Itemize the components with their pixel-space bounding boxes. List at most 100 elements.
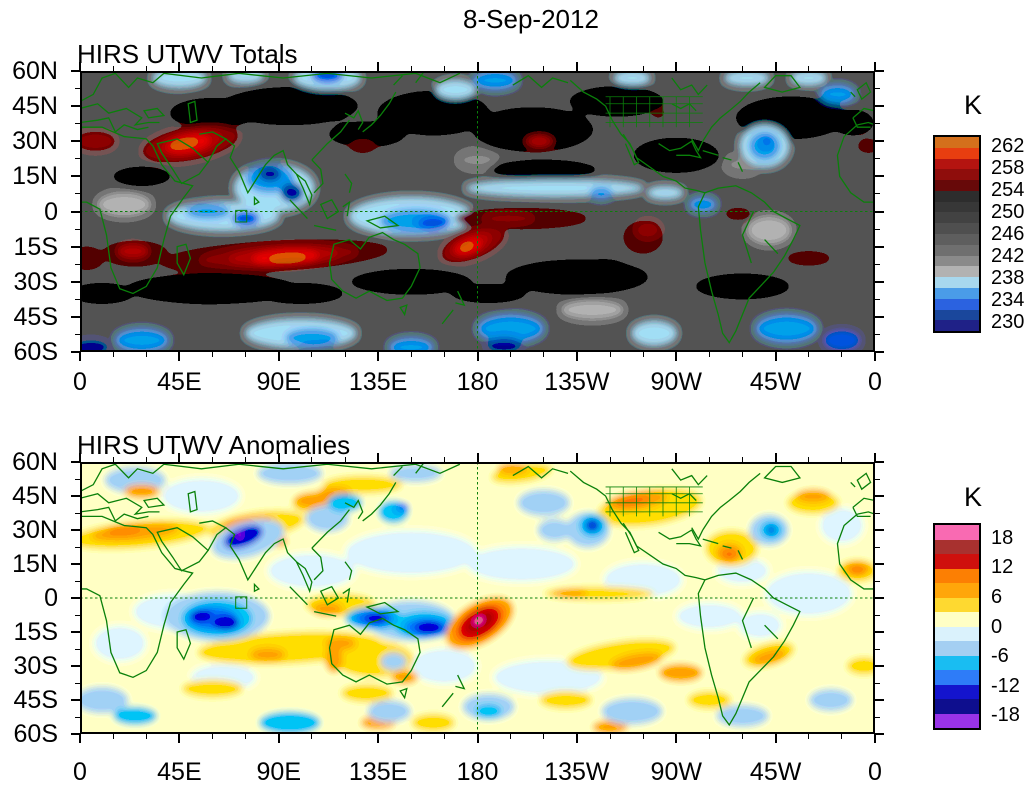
lat-tick-left <box>75 333 80 335</box>
colorbar-tick-label: 12 <box>991 556 1014 579</box>
lat-tick-left <box>71 733 80 735</box>
lon-tick-bottom <box>112 734 114 739</box>
lat-tick-right <box>875 210 884 213</box>
lat-tick-right <box>875 546 880 548</box>
lon-tick-top <box>377 453 380 462</box>
lat-tick-left <box>71 351 80 353</box>
lon-tick-top <box>774 62 777 71</box>
colorbar-segment <box>935 641 979 656</box>
lon-tick-bottom <box>245 352 247 357</box>
anomalies-colorbar <box>933 523 981 730</box>
lat-tick-right <box>875 105 884 108</box>
lon-tick-bottom <box>178 352 181 361</box>
lon-tick-bottom <box>774 734 777 743</box>
lat-tick-left <box>71 105 80 108</box>
lat-axis-labels-anomalies: 60N 45N 30N 15N 0 15S 30S 45S 60S <box>0 450 58 747</box>
lon-tick-bottom <box>642 352 644 357</box>
lon-tick-bottom <box>642 734 644 739</box>
lat-tick-label: 30N <box>12 516 58 544</box>
lat-tick-right <box>875 648 880 650</box>
lon-tick-top <box>841 457 843 462</box>
panel-title-anomalies: HIRS UTWV Anomalies <box>77 430 351 460</box>
colorbar-tick-label: 258 <box>991 157 1025 179</box>
lat-tick-label: 45N <box>12 92 58 121</box>
lon-tick-top <box>575 453 578 462</box>
lon-tick-bottom <box>708 734 710 739</box>
lon-tick-top <box>609 457 611 462</box>
lon-tick-bottom <box>742 352 743 357</box>
colorbar-segment <box>935 554 979 569</box>
colorbar-tick-label: 262 <box>991 135 1025 157</box>
lon-tick-bottom <box>344 352 346 357</box>
lat-tick-left <box>71 245 80 248</box>
lon-axis-labels-anomalies: 0 45E 90E 135E 180 135W 90W 45W 0 <box>73 758 882 787</box>
colorbar-segment <box>935 309 979 321</box>
colorbar-tick-label: 230 <box>991 311 1025 333</box>
lon-tick-bottom <box>808 352 810 357</box>
lon-tick-label: 90E <box>256 368 301 396</box>
totals-map-canvas <box>80 71 875 352</box>
lon-tick-bottom <box>874 734 876 743</box>
colorbar-segment <box>935 655 979 670</box>
totals-map <box>71 62 884 361</box>
lat-tick-left <box>75 193 80 195</box>
lon-tick-top <box>344 457 346 462</box>
lon-tick-top <box>642 66 644 71</box>
colorbar-segment <box>935 539 979 554</box>
lon-tick-bottom <box>245 734 247 739</box>
colorbar-segment <box>935 287 979 299</box>
lat-tick-right <box>875 631 884 633</box>
lat-tick-left <box>75 478 80 480</box>
lat-tick-left <box>71 210 80 213</box>
colorbar-tick-label: -6 <box>991 645 1009 668</box>
lat-tick-left <box>75 298 80 300</box>
colorbar-tick-label: 242 <box>991 245 1025 267</box>
lat-tick-right <box>875 123 880 125</box>
lon-tick-top <box>543 457 545 462</box>
lat-tick-right <box>875 70 884 72</box>
lat-tick-right <box>875 699 884 701</box>
lat-tick-right <box>875 461 884 463</box>
colorbar-tick-label: 254 <box>991 179 1025 201</box>
lat-tick-left <box>75 263 80 265</box>
lat-tick-right <box>875 529 884 531</box>
colorbar-tick-label: 246 <box>991 223 1025 245</box>
lon-tick-bottom <box>675 734 678 743</box>
lon-tick-bottom <box>145 734 147 739</box>
lon-tick-top <box>145 66 147 71</box>
lon-axis-labels-totals: 0 45E 90E 135E 180 135W 90W 45W 0 <box>73 368 882 397</box>
lat-tick-left <box>71 280 80 283</box>
colorbar-segment <box>935 713 979 728</box>
lon-tick-label: 0 <box>868 368 882 396</box>
lat-tick-left <box>71 597 80 599</box>
colorbar-segment <box>935 525 979 540</box>
lat-tick-left <box>75 614 80 616</box>
totals-colorbar <box>933 135 981 333</box>
lat-tick-label: 60S <box>13 338 58 366</box>
colorbar-tick-label: 18 <box>991 526 1014 549</box>
lon-tick-label: 135W <box>544 758 610 786</box>
lat-tick-right <box>875 716 880 718</box>
lon-tick-top <box>874 453 876 462</box>
lon-tick-top <box>742 66 743 71</box>
lon-tick-bottom <box>543 352 545 357</box>
lon-tick-bottom <box>79 352 81 361</box>
lon-tick-label: 45W <box>749 758 802 786</box>
colorbar-tick-label: 6 <box>991 585 1003 608</box>
colorbar-segment <box>935 180 979 191</box>
lon-tick-bottom <box>609 352 611 357</box>
lon-tick-bottom <box>377 352 380 361</box>
lat-tick-left <box>71 665 80 667</box>
lon-tick-bottom <box>742 734 743 739</box>
colorbar-segment <box>935 158 979 170</box>
lon-tick-top <box>642 457 644 462</box>
lat-tick-left <box>71 175 80 178</box>
anomalies-map <box>71 453 884 743</box>
lat-tick-right <box>875 193 880 195</box>
lon-tick-top <box>808 457 810 462</box>
lon-tick-bottom <box>311 352 313 357</box>
lat-tick-left <box>75 88 80 90</box>
colorbar-segment <box>935 223 979 235</box>
lon-tick-bottom <box>277 352 280 361</box>
colorbar-segment <box>935 568 979 583</box>
